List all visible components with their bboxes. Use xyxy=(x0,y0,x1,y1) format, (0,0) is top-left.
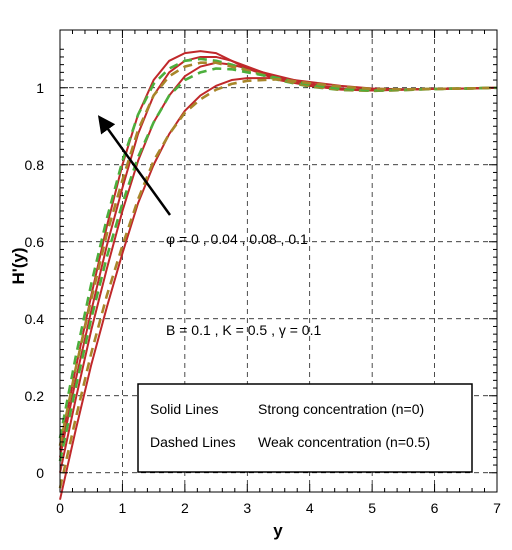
x-tick-label: 4 xyxy=(306,500,314,516)
x-axis-title: y xyxy=(273,521,283,540)
dashed-series-line-phi-0 xyxy=(58,77,498,489)
x-tick-label: 5 xyxy=(368,500,376,516)
parameter-annotation: B = 0.1 , K = 0.5 , γ = 0.1 xyxy=(166,322,321,338)
x-tick-label: 6 xyxy=(431,500,439,516)
phi-annotation: φ = 0 , 0.04 , 0.08 , 0.1 xyxy=(166,231,308,247)
y-tick-label: 0.2 xyxy=(25,388,45,404)
legend-desc-dashed: Weak concentration (n=0.5) xyxy=(258,434,430,450)
axis-ticks xyxy=(59,30,498,492)
plot-frame xyxy=(59,29,498,493)
y-tick-label: 0 xyxy=(36,465,44,481)
x-tick-labels: 0 1 2 3 4 5 6 7 xyxy=(56,500,501,516)
y-tick-label: 0.8 xyxy=(25,157,45,173)
x-tick-label: 2 xyxy=(181,500,189,516)
dashed-series-line-phi-0_1 xyxy=(58,57,498,439)
y-axis-title: H'(y) xyxy=(9,247,28,284)
legend-desc-solid: Strong concentration (n=0) xyxy=(258,401,424,417)
legend-key-solid: Solid Lines xyxy=(150,401,219,417)
series-group xyxy=(58,50,498,500)
y-tick-labels: 0 0.2 0.4 0.6 0.8 1 xyxy=(25,80,45,481)
x-tick-label: 7 xyxy=(493,500,501,516)
y-tick-label: 0.6 xyxy=(25,234,45,250)
legend-key-dashed: Dashed Lines xyxy=(150,434,236,450)
x-tick-label: 0 xyxy=(56,500,64,516)
y-tick-label: 1 xyxy=(36,80,44,96)
x-tick-label: 3 xyxy=(243,500,251,516)
legend-box: Solid Lines Strong concentration (n=0) D… xyxy=(137,383,473,473)
x-tick-label: 1 xyxy=(119,500,127,516)
phi-arrow xyxy=(97,115,172,216)
legend-frame xyxy=(137,383,473,473)
y-tick-label: 0.4 xyxy=(25,311,45,327)
